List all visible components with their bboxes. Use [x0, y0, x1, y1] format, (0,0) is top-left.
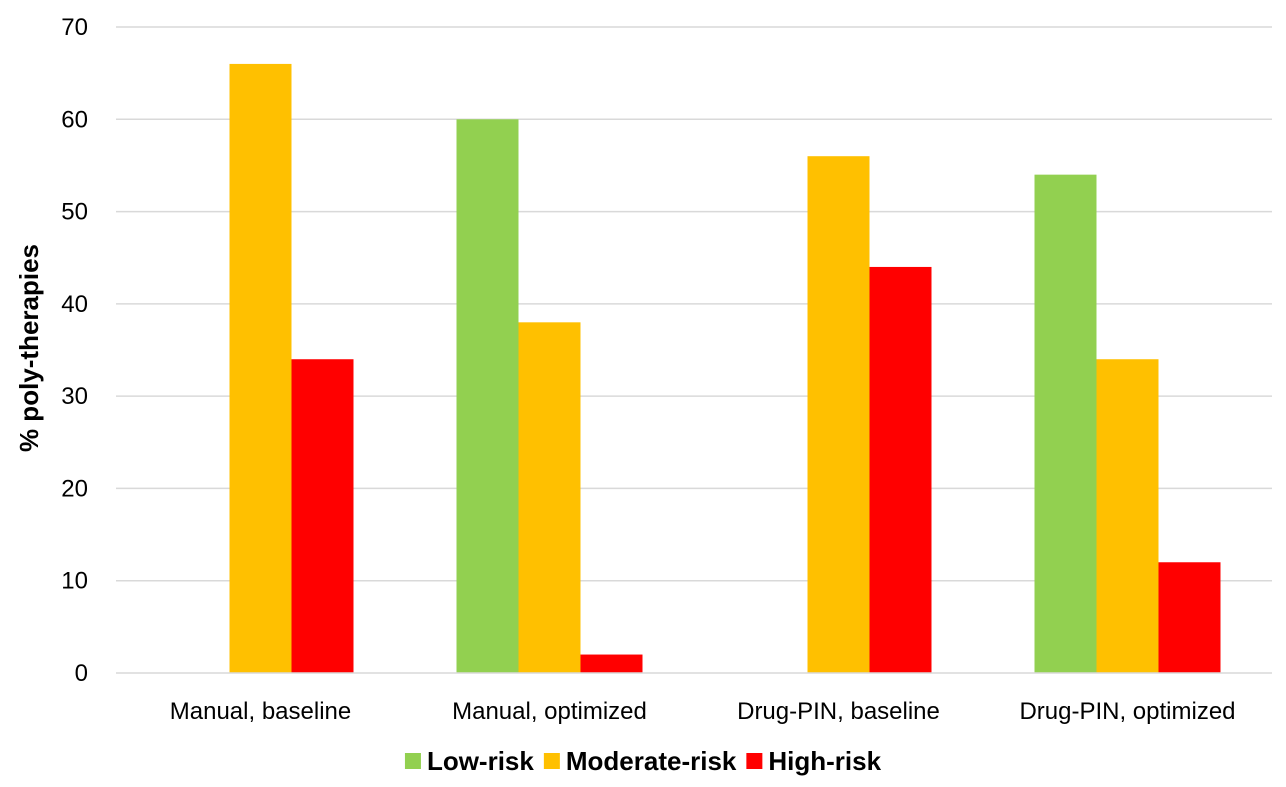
y-axis-ticks: 0 10 20 30 40 50 60 70	[61, 14, 88, 687]
bar-moderate-risk-2	[518, 322, 581, 673]
bar-low-risk-2	[456, 119, 519, 674]
y-axis-title: % poly-therapies	[14, 244, 44, 452]
y-tick-label: 60	[61, 106, 88, 133]
bar-high-risk-3	[869, 266, 932, 673]
x-category-label: Manual, optimized	[452, 698, 647, 725]
y-tick-label: 30	[61, 383, 88, 410]
bar-high-risk-1	[291, 359, 354, 673]
x-axis-categories: Manual, baseline Manual, optimized Drug-PI…	[170, 698, 1236, 725]
y-tick-label: 10	[61, 568, 88, 595]
y-tick-label: 70	[61, 14, 88, 41]
legend-swatch-high-risk	[746, 753, 763, 769]
legend-swatch-moderate-risk	[543, 753, 560, 769]
legend-swatch-low-risk	[404, 753, 421, 769]
y-tick-label: 40	[61, 291, 88, 318]
x-category-label: Manual, baseline	[170, 698, 351, 725]
bar-moderate-risk-3	[807, 156, 870, 673]
legend-label: Low-risk	[427, 746, 534, 776]
bar-high-risk-2	[580, 654, 643, 673]
bar-moderate-risk-4	[1096, 359, 1159, 673]
bar-low-risk-4	[1034, 174, 1097, 673]
x-category-label: Drug-PIN, baseline	[737, 698, 940, 725]
x-category-label: Drug-PIN, optimized	[1019, 698, 1235, 725]
bars	[229, 63, 1221, 674]
y-tick-label: 50	[61, 199, 88, 226]
legend-label: High-risk	[768, 746, 881, 776]
y-tick-label: 20	[61, 475, 88, 502]
y-tick-label: 0	[75, 660, 88, 687]
bar-high-risk-4	[1158, 562, 1221, 673]
bar-moderate-risk-1	[229, 63, 292, 673]
legend: Low-risk Moderate-risk High-risk	[404, 746, 882, 776]
legend-label: Moderate-risk	[566, 746, 737, 776]
